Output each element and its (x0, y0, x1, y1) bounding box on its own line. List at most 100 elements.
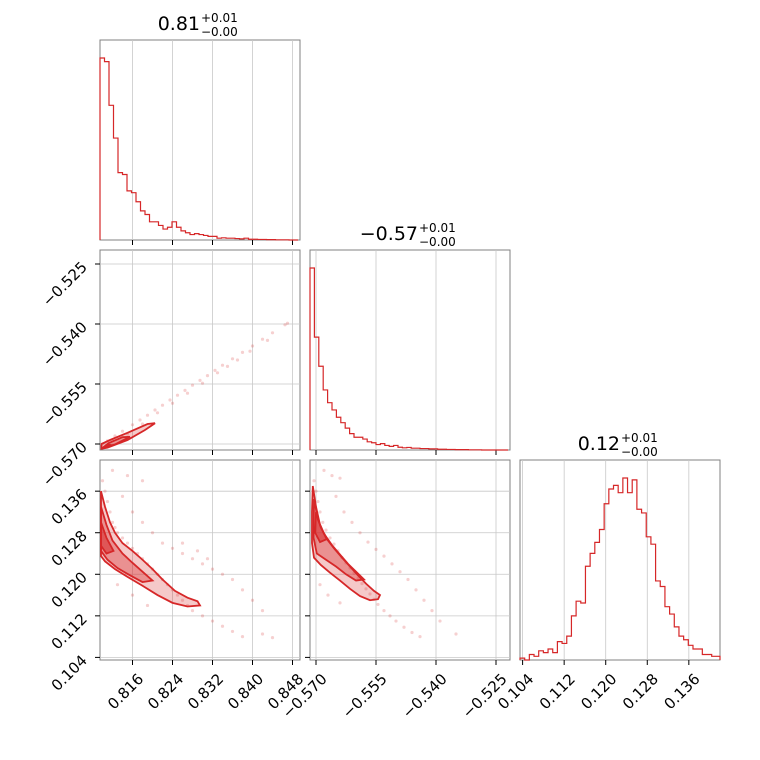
title-minus-p1: −0.00 (419, 235, 456, 249)
histogram-panel-p1-frame (309, 249, 511, 451)
scatter-point (250, 344, 255, 348)
contour-level-3 (314, 511, 329, 544)
scatter-point (205, 374, 210, 378)
tick-label-x: 0.840 (224, 670, 267, 713)
tick-label-y: 0.104 (48, 652, 91, 695)
tick-label-y: 0.112 (48, 610, 91, 653)
scatter-point (358, 531, 362, 535)
title-plus-p0: +0.01 (201, 11, 238, 25)
scatter-point (175, 393, 180, 397)
scatter-point (113, 525, 117, 530)
scatter-point (170, 546, 175, 550)
scatter-point (190, 609, 195, 613)
scatter-point (215, 371, 220, 375)
scatter-point (195, 549, 200, 553)
scatter-panel-p0-p1: −0.570 −0.555 −0.540 −0.525 (39, 249, 301, 490)
scatter-point (205, 557, 210, 561)
scatter-point (414, 588, 418, 592)
scatter-panel-p0-p2-frame (99, 459, 301, 661)
scatter-point (250, 598, 255, 602)
scatter-point (200, 381, 205, 385)
scatter-point (160, 541, 165, 545)
scatter-point (260, 632, 265, 636)
scatter-point (316, 499, 320, 504)
scatter-point (213, 368, 217, 372)
scatter-point (356, 576, 360, 581)
scatter-point (438, 619, 442, 623)
scatter-point (270, 331, 275, 335)
scatter-point (230, 577, 235, 582)
scatter-point (220, 624, 225, 628)
scatter-point (406, 577, 410, 582)
scatter-point (190, 557, 195, 561)
title-minus-p2: −0.00 (621, 445, 658, 459)
scatter-point (326, 593, 330, 597)
scatter-point (321, 520, 325, 524)
scatter-point (418, 635, 422, 639)
scatter-point (382, 609, 386, 613)
scatter-point (318, 510, 322, 514)
scatter-point (103, 489, 107, 493)
scatter-point (225, 364, 230, 368)
scatter-point (398, 570, 402, 574)
scatter-point (338, 601, 342, 605)
tick-label-x: 0.136 (660, 670, 703, 713)
scatter-point (265, 338, 270, 342)
scatter-point (388, 614, 392, 618)
scatter-point (270, 636, 275, 640)
scatter-point (183, 388, 187, 392)
scatter-point (322, 468, 326, 472)
scatter-point (145, 413, 150, 417)
scatter-point (382, 554, 386, 558)
tick-label-x: 0.824 (144, 670, 187, 713)
scatter-point (240, 588, 245, 592)
scatter-point (342, 510, 346, 514)
scatter-point (366, 540, 370, 544)
scatter-point (130, 593, 135, 597)
histogram-panel-p1 (309, 249, 511, 455)
scatter-point (230, 357, 235, 361)
scatter-point (170, 401, 175, 405)
scatter-point (140, 479, 145, 483)
scatter-point (210, 567, 215, 571)
scatter-point (235, 358, 240, 362)
scatter-point (318, 583, 322, 587)
histogram-series-p0 (99, 57, 298, 241)
scatter-point (180, 598, 185, 602)
scatter-point (140, 422, 145, 426)
scatter-point (180, 541, 185, 545)
scatter-point (360, 582, 364, 586)
scatter-point (338, 476, 342, 480)
scatter-point (328, 536, 332, 540)
scatter-point (422, 598, 426, 602)
title-plus-p1: +0.01 (419, 221, 456, 235)
scatter-point (314, 489, 318, 493)
scatter-point (330, 473, 334, 478)
scatter-point (130, 423, 135, 427)
scatter-point (260, 609, 265, 613)
title-plus-p2: +0.01 (621, 431, 658, 445)
scatter-point (120, 429, 125, 433)
scatter-panel-p0-p1-frame (99, 249, 301, 451)
scatter-point (145, 603, 150, 608)
scatter-point (364, 587, 368, 591)
scatter-point (168, 398, 172, 402)
scatter-point (283, 323, 287, 327)
scatter-point (125, 473, 130, 478)
scatter-point (332, 542, 336, 546)
scatter-point (200, 614, 205, 618)
tick-label-y: −0.525 (39, 258, 91, 310)
scatter-point (110, 468, 115, 472)
tick-label-x: 0.120 (577, 670, 620, 713)
title-minus-p0: −0.00 (201, 25, 238, 39)
scatter-point (155, 411, 160, 415)
tick-label-x: −0.555 (339, 670, 391, 722)
scatter-point (374, 547, 378, 551)
tick-label-x: −0.540 (399, 670, 451, 722)
scatter-point (120, 494, 125, 498)
contour-level-3 (101, 443, 115, 450)
scatter-point (312, 479, 316, 483)
